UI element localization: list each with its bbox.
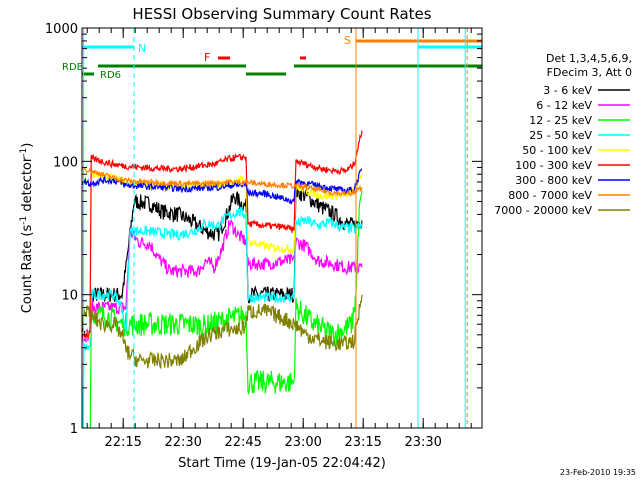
y-label-main: Count Rate (s: [20, 225, 35, 314]
legend-label: 25 - 50 keV: [529, 129, 592, 142]
y-axis: 1 10 100 1000: [45, 22, 482, 437]
legend-label: 100 - 300 keV: [515, 159, 592, 172]
flag-label-f: F: [204, 51, 210, 64]
series-line: [82, 206, 363, 428]
y-axis-label: Count Rate (s-1 detector-1): [19, 143, 35, 314]
flag-label-s: S: [344, 34, 351, 47]
legend-label: 50 - 100 keV: [522, 144, 592, 157]
flag-label-n: N: [138, 42, 146, 55]
y-label-mid: detector: [20, 156, 35, 216]
legend-label: 300 - 800 keV: [515, 174, 592, 187]
y-tick-label: 100: [53, 155, 78, 170]
legend-header-2: FDecim 3, Att 0: [547, 66, 632, 79]
event-lines: [83, 28, 468, 428]
instrument-flags: [82, 39, 482, 76]
x-tick-label: 22:15: [104, 435, 141, 450]
legend-label: 12 - 25 keV: [529, 114, 592, 127]
series-line: [82, 130, 363, 339]
x-tick-label: 23:00: [284, 435, 321, 450]
legend-header-1: Det 1,3,4,5,6,9,: [546, 52, 632, 65]
x-tick-label: 22:45: [224, 435, 261, 450]
x-tick-label: 23:15: [344, 435, 381, 450]
timestamp: 23-Feb-2010 19:35: [560, 468, 636, 477]
series-line: [82, 184, 363, 343]
y-label-sup2: -1: [19, 148, 29, 157]
series-line: [82, 165, 363, 197]
plot-frame: [81, 27, 483, 429]
y-label-sup1: -1: [19, 216, 29, 225]
legend-label: 7000 - 20000 keV: [494, 204, 592, 217]
flag-label-rdb: RDB: [62, 62, 84, 73]
legend-label: 6 - 12 keV: [536, 99, 592, 112]
legend-label: 800 - 7000 keV: [508, 189, 592, 202]
y-label-end: ): [20, 143, 35, 148]
flag-label-rd6: RD6: [100, 70, 121, 81]
series-layer: [82, 130, 363, 428]
series-line: [82, 294, 363, 369]
chart-title: HESSI Observing Summary Count Rates: [132, 5, 431, 23]
x-axis-label: Start Time (19-Jan-05 22:04:42): [178, 456, 386, 471]
y-tick-label: 1000: [45, 22, 78, 37]
series-line: [89, 190, 363, 428]
legend: 3 - 6 keV 6 - 12 keV 12 - 25 keV 25 - 50 ke…: [494, 84, 630, 217]
y-tick-label: 1: [70, 422, 78, 437]
x-tick-label: 23:30: [404, 435, 441, 450]
x-tick-label: 22:30: [164, 435, 201, 450]
legend-label: 3 - 6 keV: [543, 84, 592, 97]
y-tick-label: 10: [61, 289, 78, 304]
x-axis: 22:15 22:30 22:45 23:00 23:15 23:30: [86, 28, 472, 450]
